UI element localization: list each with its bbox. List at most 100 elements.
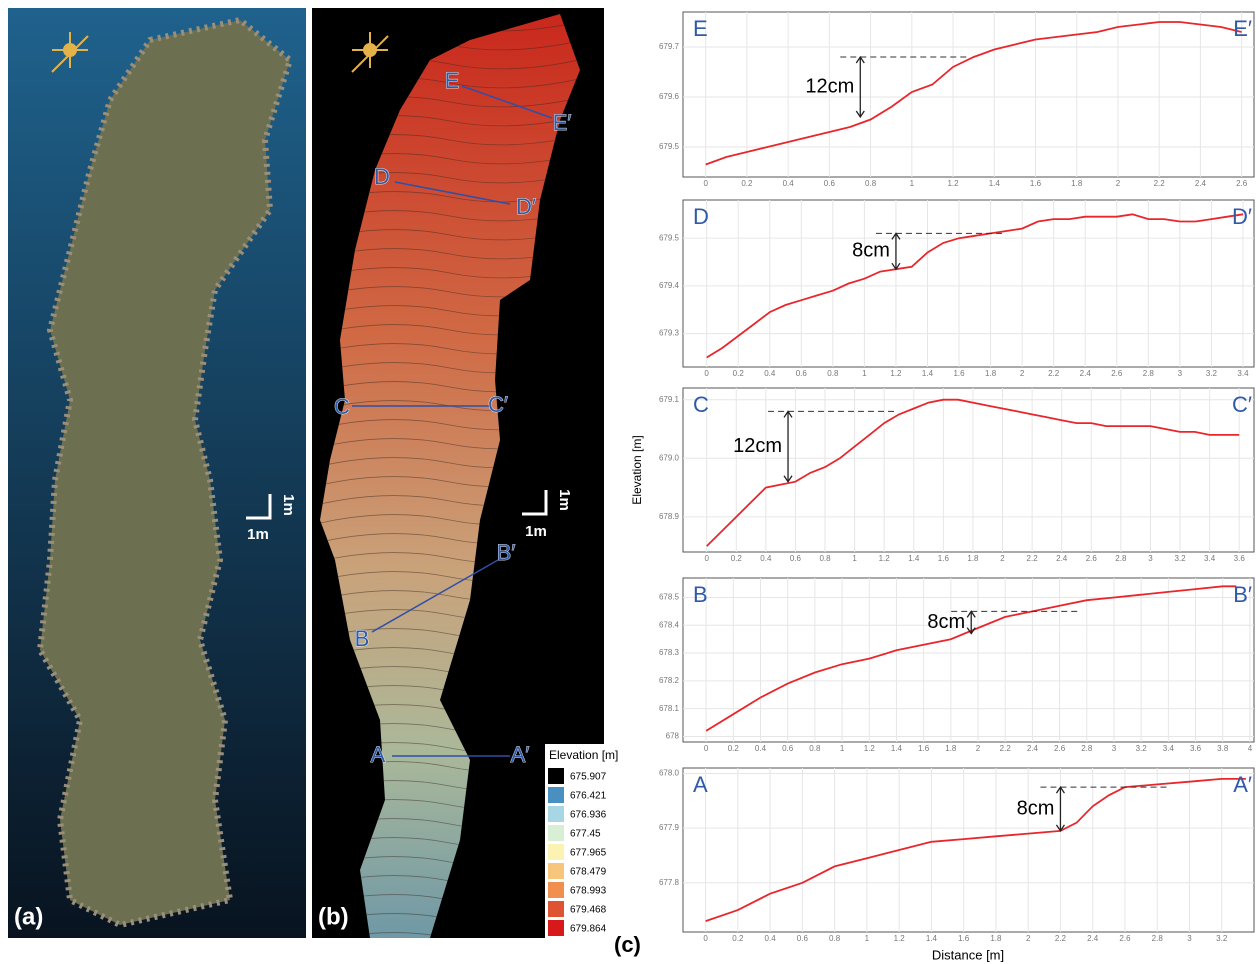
y-tick-label: 679.7 [659,42,680,51]
legend-swatch [548,920,564,936]
x-tick-label: 3 [1187,934,1192,943]
section-label: D′ [516,194,536,219]
y-tick-label: 679.1 [659,395,680,404]
x-tick-label: 1.8 [967,554,979,563]
x-tick-label: 2.6 [1236,179,1248,188]
x-tick-label: 2.4 [1080,369,1092,378]
x-tick-label: 1.6 [953,369,965,378]
x-tick-label: 2.4 [1027,744,1039,753]
x-tick-label: 0.6 [797,934,809,943]
legend-swatch [548,768,564,784]
x-tick-label: 2.2 [1000,744,1012,753]
scale-label: 1m [247,526,269,543]
panel-label: (a) [14,903,43,930]
x-tick-label: 1.8 [990,934,1002,943]
x-tick-label: 1.4 [908,554,920,563]
x-tick-label: 3 [1178,369,1183,378]
y-axis-label: Elevation [m] [630,435,644,504]
x-tick-label: 0.8 [809,744,821,753]
x-tick-label: 0 [703,179,708,188]
x-tick-label: 3.6 [1190,744,1202,753]
legend-label: 676.936 [570,810,607,821]
legend-label: 676.421 [570,791,607,802]
x-tick-label: 2.4 [1087,934,1099,943]
x-tick-label: 0.2 [733,369,745,378]
y-tick-label: 679.0 [659,453,680,462]
section-start: A [693,772,708,797]
section-label: D [374,164,390,189]
section-end: C′ [1232,392,1252,417]
x-tick-label: 0.4 [783,179,795,188]
legend-label: 679.468 [570,905,607,916]
x-tick-label: 2 [1020,369,1025,378]
x-tick-label: 3.2 [1216,934,1228,943]
scale-label: 1m [525,523,547,540]
x-tick-label: 2.8 [1115,554,1127,563]
section-end: D′ [1232,204,1252,229]
x-tick-label: 1.8 [1071,179,1083,188]
legend-swatch [548,825,564,841]
section-start: D [693,204,709,229]
x-tick-label: 1 [840,744,845,753]
x-tick-label: 2.6 [1111,369,1123,378]
x-tick-label: 1.4 [926,934,938,943]
panel-label: (c) [614,932,641,957]
section-start: C [693,392,709,417]
x-tick-label: 2.2 [1027,554,1039,563]
section-label: E′ [553,110,572,135]
y-tick-label: 678.1 [659,704,680,713]
x-tick-label: 0.2 [732,934,744,943]
y-tick-label: 678.0 [659,769,680,778]
legend-label: 677.965 [570,848,607,859]
x-tick-label: 0.4 [764,369,776,378]
x-tick-label: 1 [852,554,857,563]
x-tick-label: 3.4 [1163,744,1175,753]
section-label: B′ [497,540,516,565]
profile-chart: 00.20.40.60.811.21.41.61.822.22.42.6679.… [659,12,1254,188]
y-tick-label: 678.5 [659,593,680,602]
legend-swatch [548,806,564,822]
x-tick-label: 2.8 [1143,369,1155,378]
x-tick-label: 2 [976,744,981,753]
section-end: E′ [1233,16,1252,41]
scale-label: 1m [556,489,573,511]
section-start: E [693,16,708,41]
scale-label: 1m [280,494,297,516]
y-tick-label: 678 [666,732,680,741]
annotation-label: 12cm [805,75,854,97]
x-tick-label: 1.2 [879,554,891,563]
x-tick-label: 0.8 [819,554,831,563]
x-tick-label: 0.2 [731,554,743,563]
y-tick-label: 679.5 [659,142,680,151]
section-label: C′ [488,392,508,417]
x-tick-label: 1 [865,934,870,943]
section-label: C [334,394,350,419]
section-label: A [371,742,386,767]
x-tick-label: 1.8 [945,744,957,753]
x-tick-label: 2.8 [1152,934,1164,943]
x-tick-label: 1.6 [1030,179,1042,188]
x-tick-label: 0.2 [741,179,753,188]
x-tick-label: 0.4 [765,934,777,943]
x-tick-label: 2.6 [1086,554,1098,563]
section-label: E [445,68,460,93]
legend-swatch [548,901,564,917]
x-tick-label: 1.4 [922,369,934,378]
contour [300,945,610,964]
x-tick-label: 3.8 [1217,744,1229,753]
y-tick-label: 677.8 [659,878,680,887]
x-tick-label: 3.4 [1237,369,1249,378]
x-tick-label: 3.2 [1206,369,1218,378]
section-end: A′ [1233,772,1252,797]
x-tick-label: 0.6 [790,554,802,563]
plot-frame [683,12,1254,177]
x-tick-label: 0.6 [796,369,808,378]
legend-label: 678.479 [570,867,607,878]
x-tick-label: 1.2 [890,369,902,378]
annotation-label: 8cm [1017,797,1055,819]
plot-frame [683,388,1254,552]
legend: 675.907676.421676.936677.45677.965678.47… [548,768,607,936]
